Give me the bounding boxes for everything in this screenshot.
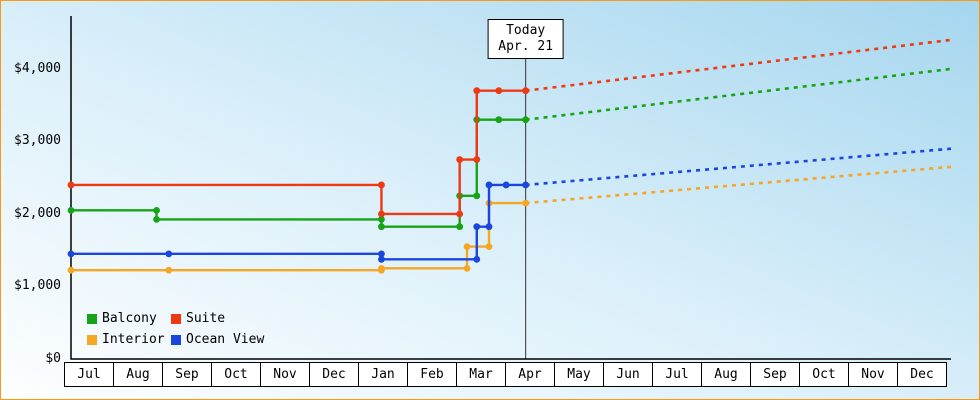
series-forecast-ocean-view bbox=[525, 147, 952, 187]
data-point-interior bbox=[378, 264, 385, 272]
month-label: May bbox=[554, 362, 604, 387]
y-axis-label: $4,000 bbox=[14, 60, 61, 76]
data-point-balcony bbox=[495, 116, 503, 124]
data-point-interior bbox=[522, 199, 530, 207]
data-point-ocean-view bbox=[485, 223, 493, 231]
data-point-suite bbox=[522, 87, 530, 95]
y-axis-label: $2,000 bbox=[14, 205, 61, 221]
data-point-ocean-view bbox=[502, 181, 510, 189]
legend-swatch-icon bbox=[171, 334, 181, 345]
today-flag-line2: Apr. 21 bbox=[498, 39, 554, 54]
data-point-balcony bbox=[378, 216, 385, 223]
data-point-ocean-view bbox=[378, 255, 385, 263]
axes bbox=[70, 16, 951, 360]
data-point-suite bbox=[473, 156, 481, 163]
data-point-ocean-view bbox=[473, 255, 481, 263]
data-point-ocean-view bbox=[378, 250, 385, 258]
data-point-balcony bbox=[473, 192, 481, 200]
legend-swatch-icon bbox=[171, 313, 181, 324]
data-point-suite bbox=[456, 156, 464, 163]
series-forecast-suite bbox=[525, 38, 952, 92]
series-line-balcony bbox=[71, 118, 526, 228]
legend-swatch-icon bbox=[87, 334, 97, 345]
data-point-balcony bbox=[67, 206, 75, 214]
data-point-balcony bbox=[153, 216, 160, 223]
month-label: Jul bbox=[64, 362, 114, 387]
legend-item-balcony: Balcony bbox=[87, 311, 171, 326]
month-label: Oct bbox=[211, 362, 261, 387]
month-label: Feb bbox=[407, 362, 457, 387]
data-point-suite bbox=[378, 181, 385, 189]
month-label: Dec bbox=[897, 362, 947, 387]
data-point-interior bbox=[485, 243, 493, 251]
legend-label: Suite bbox=[186, 311, 226, 326]
month-label: Dec bbox=[309, 362, 359, 387]
month-label: Nov bbox=[848, 362, 898, 387]
month-label: Nov bbox=[260, 362, 310, 387]
data-point-interior bbox=[67, 266, 75, 274]
data-point-ocean-view bbox=[522, 181, 530, 189]
legend-label: Balcony bbox=[102, 311, 157, 326]
series-forecast-interior bbox=[525, 165, 952, 205]
data-point-suite bbox=[67, 181, 75, 189]
y-axis-label: $0 bbox=[45, 351, 61, 366]
data-point-balcony bbox=[522, 116, 530, 124]
series-line-ocean-view bbox=[71, 183, 526, 261]
data-point-ocean-view bbox=[485, 181, 493, 189]
legend-item-suite: Suite bbox=[171, 311, 264, 326]
data-point-suite bbox=[456, 210, 464, 218]
data-point-ocean-view bbox=[473, 223, 481, 231]
legend: Balcony Suite Interior Ocean View bbox=[87, 311, 264, 347]
data-point-balcony bbox=[456, 223, 464, 231]
data-point-suite bbox=[495, 87, 503, 95]
month-label: Aug bbox=[113, 362, 163, 387]
y-axis-label: $1,000 bbox=[14, 278, 61, 294]
data-point-ocean-view bbox=[165, 250, 173, 258]
data-point-balcony bbox=[378, 223, 385, 231]
today-flag: Today Apr. 21 bbox=[487, 19, 565, 59]
legend-item-interior: Interior bbox=[87, 332, 171, 347]
today-flag-line1: Today bbox=[506, 23, 546, 38]
legend-label: Ocean View bbox=[186, 332, 265, 347]
data-point-interior bbox=[463, 243, 471, 251]
month-label: Apr bbox=[505, 362, 555, 387]
legend-item-ocean-view: Ocean View bbox=[171, 332, 264, 347]
data-point-suite bbox=[378, 210, 385, 218]
month-label: Oct bbox=[799, 362, 849, 387]
y-axis-label: $3,000 bbox=[14, 133, 61, 149]
month-label: Sep bbox=[162, 362, 212, 387]
month-label: Mar bbox=[456, 362, 506, 387]
series-forecast-balcony bbox=[525, 67, 952, 121]
data-point-interior bbox=[165, 266, 173, 274]
month-label: Jul bbox=[652, 362, 702, 387]
data-point-ocean-view bbox=[67, 250, 75, 258]
data-point-suite bbox=[473, 87, 481, 95]
month-label: Aug bbox=[701, 362, 751, 387]
legend-label: Interior bbox=[102, 332, 165, 347]
legend-swatch-icon bbox=[87, 313, 97, 324]
month-label: Jan bbox=[358, 362, 408, 387]
data-point-interior bbox=[463, 264, 471, 272]
month-label: Sep bbox=[750, 362, 800, 387]
month-label: Jun bbox=[603, 362, 653, 387]
x-axis-months: Jul Aug Sep Oct Nov Dec Jan Feb Mar Apr May Jun Jul A… bbox=[64, 362, 947, 387]
data-point-balcony bbox=[153, 206, 160, 214]
